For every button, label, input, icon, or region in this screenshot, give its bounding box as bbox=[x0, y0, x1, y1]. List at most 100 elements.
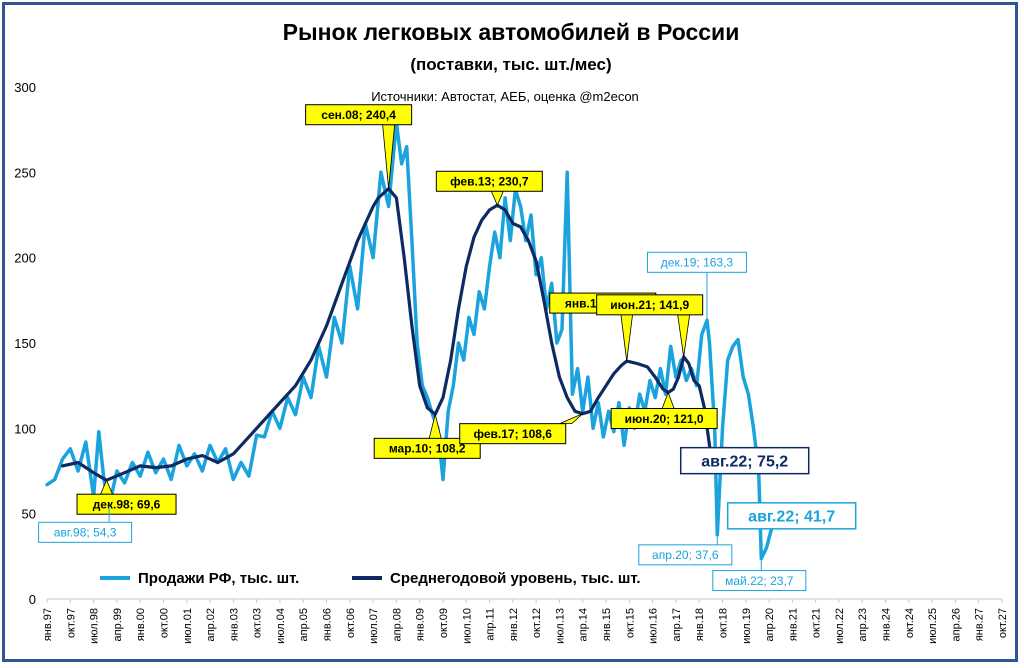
x-tick-label: окт.97 bbox=[65, 608, 77, 638]
x-tick-label: апр.11 bbox=[485, 608, 497, 641]
series-layer bbox=[45, 121, 774, 561]
x-tick-label: апр.05 bbox=[298, 608, 310, 641]
annotation-label: июн.20; 121,0 bbox=[625, 412, 704, 426]
x-tick-label: янв.24 bbox=[881, 608, 893, 641]
legend-label-average: Среднегодовой уровень, тыс. шт. bbox=[390, 570, 641, 587]
x-tick-label: янв.03 bbox=[228, 608, 240, 641]
annotation-callout: мар.10; 108,2 bbox=[373, 414, 481, 459]
x-tick-label: апр.08 bbox=[391, 608, 403, 641]
x-tick-label: окт.06 bbox=[345, 608, 357, 638]
annotation-label: фев.13; 230,7 bbox=[450, 175, 529, 189]
x-tick-label: янв.06 bbox=[322, 608, 334, 641]
annotation-pointer bbox=[559, 413, 584, 425]
annotation-box bbox=[646, 251, 747, 273]
x-tick-label: янв.27 bbox=[974, 608, 986, 641]
x-tick-label: апр.20 bbox=[764, 608, 776, 641]
annotation-label: фев.17; 108,6 bbox=[474, 427, 553, 441]
x-tick-label: окт.21 bbox=[811, 608, 823, 638]
annotation-box bbox=[373, 437, 481, 459]
x-tick-label: окт.09 bbox=[438, 608, 450, 638]
annotation-box bbox=[38, 521, 133, 543]
x-tick-label: июл.98 bbox=[89, 608, 101, 644]
x-tick-label: июл.19 bbox=[741, 608, 753, 644]
annotation-label: авг.98; 54,3 bbox=[54, 526, 117, 540]
x-tick-label: июл.07 bbox=[368, 608, 380, 644]
x-tick-label: июл.01 bbox=[182, 608, 194, 644]
x-tick-label: июл.10 bbox=[461, 608, 473, 644]
annotation-label: май.22; 23,7 bbox=[725, 574, 794, 588]
annotation-callout: сен.08; 240,4 bbox=[305, 104, 413, 189]
annotation-box bbox=[610, 407, 718, 429]
annotation-pointer bbox=[661, 391, 675, 409]
annotation-callout: июн.21; 141,9 bbox=[596, 294, 704, 357]
legend: Продажи РФ, тыс. шт. Среднегодовой урове… bbox=[100, 570, 641, 587]
x-tick-label: янв.18 bbox=[694, 608, 706, 641]
x-tick-label: июл.22 bbox=[834, 608, 846, 644]
annotation-box bbox=[679, 446, 810, 475]
y-tick-label: 100 bbox=[14, 421, 36, 436]
x-tick-label: апр.02 bbox=[205, 608, 217, 641]
x-tick-label: окт.24 bbox=[904, 608, 916, 638]
annotation-callout: фев.17; 108,6 bbox=[459, 413, 584, 445]
x-tick-label: янв.97 bbox=[42, 608, 54, 641]
annotation-label: июн.21; 141,9 bbox=[610, 298, 689, 312]
annotation-label: дек.98; 69,6 bbox=[93, 498, 161, 512]
annotation-callout: фев.13; 230,7 bbox=[435, 170, 543, 207]
chart-source: Источники: Автостат, АЕБ, оценка @m2econ bbox=[371, 89, 639, 104]
y-tick-label: 50 bbox=[22, 507, 36, 522]
x-tick-label: окт.15 bbox=[624, 608, 636, 638]
annotation-label: апр.20; 37,6 bbox=[652, 548, 719, 562]
y-tick-label: 250 bbox=[14, 165, 36, 180]
annotation-box bbox=[638, 544, 733, 566]
legend-label-sales: Продажи РФ, тыс. шт. bbox=[138, 570, 299, 587]
series-line-sales bbox=[45, 121, 774, 561]
annotation-callout: апр.20; 37,6 bbox=[638, 534, 733, 566]
x-tick-label: окт.00 bbox=[158, 608, 170, 638]
annotation-label: дек.19; 163,3 bbox=[661, 256, 734, 270]
annotation-callout: дек.98; 69,6 bbox=[76, 479, 177, 515]
x-tick-label: янв.12 bbox=[508, 608, 520, 641]
annotation-pointer bbox=[99, 479, 114, 495]
x-tick-label: апр.26 bbox=[950, 608, 962, 641]
x-tick-label: июл.04 bbox=[275, 608, 287, 644]
annotation-pointer bbox=[428, 414, 442, 439]
x-tick-label: янв.00 bbox=[135, 608, 147, 641]
y-tick-label: 150 bbox=[14, 336, 36, 351]
annotation-label: мар.10; 108,2 bbox=[389, 442, 466, 456]
annotation-pointer bbox=[677, 314, 691, 357]
x-tick-label: янв.09 bbox=[415, 608, 427, 641]
annotation-callout: авг.22; 41,7 bbox=[726, 502, 857, 530]
x-tick-label: июл.16 bbox=[648, 608, 660, 644]
annotation-label: сен.08; 240,4 bbox=[321, 108, 396, 122]
y-tick-label: 0 bbox=[29, 592, 36, 607]
x-tick-label: апр.99 bbox=[112, 608, 124, 641]
x-tick-label: июл.25 bbox=[927, 608, 939, 644]
x-tick-label: апр.17 bbox=[671, 608, 683, 641]
annotation-pointer bbox=[490, 190, 504, 207]
annotation-box bbox=[76, 493, 177, 515]
x-tick-label: апр.14 bbox=[578, 608, 590, 641]
annotation-callout: авг.98; 54,3 bbox=[38, 506, 133, 543]
annotation-callout: авг.22; 75,2 bbox=[679, 446, 810, 475]
annotation-box bbox=[712, 570, 807, 592]
x-tick-label: окт.18 bbox=[717, 608, 729, 638]
annotation-callout: май.22; 23,7 bbox=[712, 558, 807, 592]
annotation-label: авг.22; 75,2 bbox=[701, 453, 788, 470]
y-tick-label: 200 bbox=[14, 251, 36, 266]
annotation-box bbox=[435, 170, 543, 192]
annotation-label: авг.22; 41,7 bbox=[748, 509, 835, 526]
chart-subtitle: (поставки, тыс. шт./мес) bbox=[410, 55, 611, 74]
chart-title: Рынок легковых автомобилей в России bbox=[283, 19, 740, 45]
x-tick-label: янв.15 bbox=[601, 608, 613, 641]
x-tick-label: янв.21 bbox=[787, 608, 799, 641]
annotation-box bbox=[596, 294, 704, 316]
annotation-callout: июн.20; 121,0 bbox=[610, 391, 718, 429]
annotation-box bbox=[459, 423, 567, 445]
annotation-box bbox=[305, 104, 413, 126]
x-tick-label: апр.23 bbox=[857, 608, 869, 641]
series-line-average bbox=[60, 187, 717, 482]
x-tick-label: окт.12 bbox=[531, 608, 543, 638]
y-axis: 0 50 100 150 200 250 300 bbox=[14, 80, 36, 607]
